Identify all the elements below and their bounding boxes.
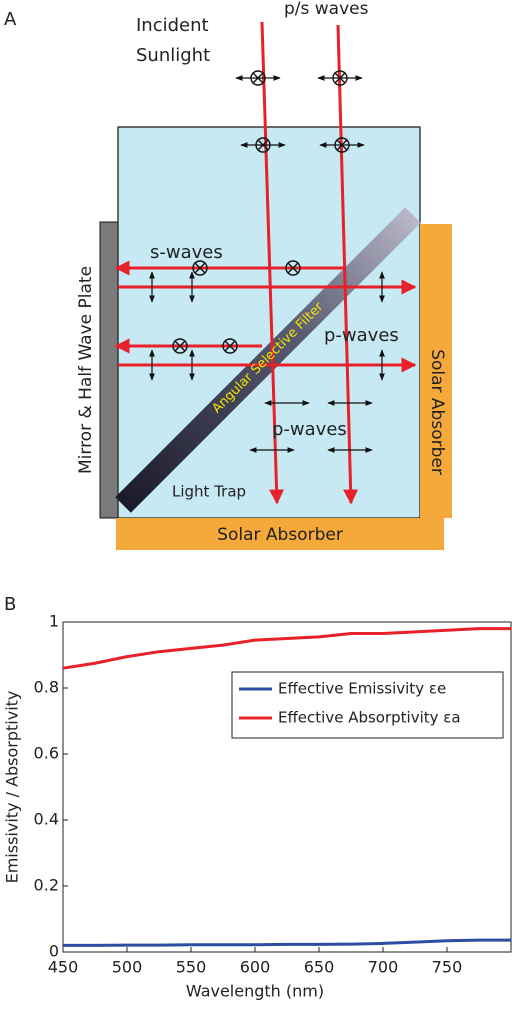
y-tick-label: 0.2 bbox=[34, 876, 59, 895]
mirror-label: Mirror & Half Wave Plate bbox=[76, 266, 96, 474]
y-tick-label: 1 bbox=[49, 612, 59, 631]
x-tick-label: 450 bbox=[48, 958, 79, 977]
absorber-label: Solar Absorber bbox=[217, 525, 343, 545]
y-tick-label: 0.4 bbox=[34, 810, 59, 829]
panel-label: A bbox=[4, 9, 17, 30]
ps-waves-label: p/s waves bbox=[284, 0, 369, 19]
y-tick-label: 0.8 bbox=[34, 678, 59, 697]
s-waves-label: s-waves bbox=[150, 242, 223, 263]
x-tick-label: 750 bbox=[432, 958, 463, 977]
mirror-plate bbox=[100, 222, 118, 518]
line bbox=[63, 940, 511, 945]
legend-label: Effective Emissivity εe bbox=[278, 680, 446, 698]
absorber-label: Solar Absorber bbox=[427, 349, 447, 475]
legend-label: Effective Absorptivity εa bbox=[278, 709, 461, 727]
x-tick-label: 700 bbox=[368, 958, 399, 977]
incident-label: Sunlight bbox=[136, 45, 210, 66]
diagram: A Incident Sunlight p/s waves s-waves p-… bbox=[4, 0, 452, 550]
p-waves-label: p-waves bbox=[324, 325, 399, 346]
x-tick-label: 500 bbox=[112, 958, 143, 977]
incident-label: Incident bbox=[136, 15, 209, 36]
p-waves-label: p-waves bbox=[272, 419, 347, 440]
x-tick-label: 550 bbox=[176, 958, 207, 977]
line bbox=[63, 629, 511, 669]
y-tick-label: 0.6 bbox=[34, 744, 59, 763]
x-tick-label: 600 bbox=[240, 958, 271, 977]
light-trap-label: Light Trap bbox=[172, 483, 246, 501]
figure: A Incident Sunlight p/s waves s-waves p-… bbox=[0, 0, 512, 1009]
y-axis-label: Emissivity / Absorptivity bbox=[3, 691, 22, 884]
chart: B Wavelength (nm) Emissivity / Absorptiv… bbox=[3, 594, 325, 1001]
x-tick-label: 650 bbox=[304, 958, 335, 977]
x-axis-label: Wavelength (nm) bbox=[186, 982, 324, 1001]
panel-label: B bbox=[4, 594, 16, 615]
